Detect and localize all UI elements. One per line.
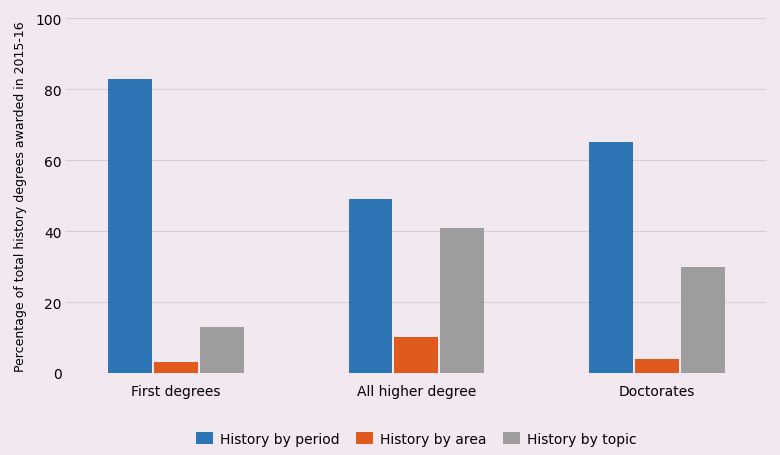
Bar bbox=[681, 267, 725, 373]
Bar bbox=[349, 200, 392, 373]
Bar bbox=[395, 338, 438, 373]
Y-axis label: Percentage of total history degrees awarded in 2015-16: Percentage of total history degrees awar… bbox=[14, 21, 27, 371]
Bar bbox=[108, 80, 152, 373]
Bar bbox=[154, 363, 197, 373]
Bar bbox=[441, 228, 484, 373]
Legend: History by period, History by area, History by topic: History by period, History by area, Hist… bbox=[191, 426, 642, 451]
Bar bbox=[589, 143, 633, 373]
Bar bbox=[635, 359, 679, 373]
Bar bbox=[200, 327, 243, 373]
